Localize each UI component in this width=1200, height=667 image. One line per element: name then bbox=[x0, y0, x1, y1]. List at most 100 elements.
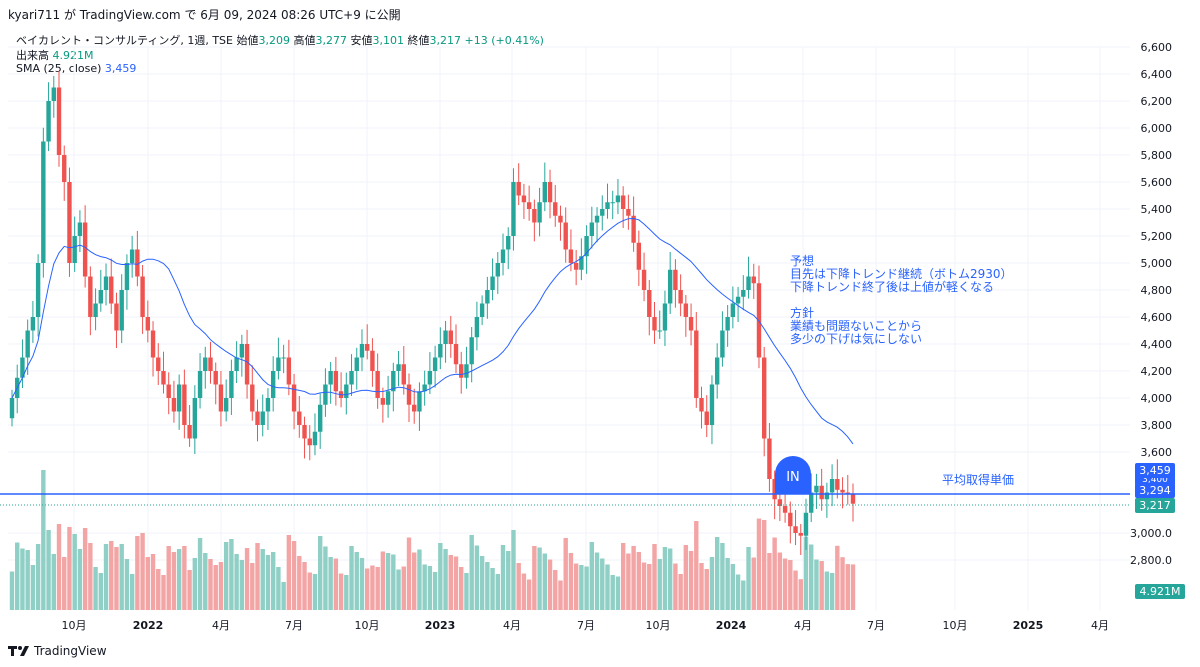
volume-bar bbox=[438, 543, 443, 610]
volume-bar bbox=[203, 553, 208, 610]
volume-bar bbox=[25, 550, 30, 610]
price-badge-sma: 3,459 bbox=[1135, 463, 1175, 478]
y-tick-label: 6,000 bbox=[1141, 122, 1173, 135]
volume-label: 出来高 bbox=[16, 49, 49, 62]
candle-body bbox=[422, 384, 427, 392]
volume-bar bbox=[662, 547, 668, 610]
in-marker[interactable]: IN bbox=[775, 456, 811, 494]
candle-body bbox=[506, 236, 511, 250]
open-value: 3,209 bbox=[258, 34, 290, 47]
policy-line-1: 業績も問題ないことから bbox=[790, 319, 923, 333]
candle-body bbox=[464, 364, 469, 378]
candle-body bbox=[537, 202, 542, 223]
volume-bar bbox=[302, 562, 307, 610]
volume-bar bbox=[573, 563, 579, 610]
y-tick-label: 2,800.0 bbox=[1130, 554, 1172, 567]
volume-bar bbox=[542, 553, 548, 610]
volume-bar bbox=[453, 556, 459, 610]
x-tick-label: 2022 bbox=[133, 619, 164, 632]
volume-bar bbox=[720, 543, 725, 610]
volume-bar bbox=[244, 548, 250, 610]
volume-bar bbox=[626, 553, 631, 610]
volume-bar bbox=[459, 567, 464, 610]
volume-bar bbox=[255, 543, 260, 610]
volume-bar bbox=[15, 542, 20, 610]
volume-bar bbox=[803, 536, 809, 610]
volume-bar bbox=[192, 558, 198, 610]
candle-body bbox=[244, 344, 250, 385]
close-value: 3,217 bbox=[429, 34, 461, 47]
volume-bar bbox=[77, 549, 83, 610]
candle-body bbox=[41, 141, 46, 263]
candle-body bbox=[767, 438, 772, 479]
candle-body bbox=[626, 209, 631, 216]
volume-bar bbox=[103, 544, 109, 610]
candle-body bbox=[809, 492, 814, 513]
volume-bar bbox=[412, 552, 417, 610]
candle-body bbox=[35, 263, 41, 317]
candle-body bbox=[223, 398, 229, 412]
volume-bar bbox=[239, 560, 245, 610]
candle-body bbox=[500, 249, 506, 263]
candle-body bbox=[234, 357, 239, 371]
forecast-title: 予想 bbox=[790, 254, 815, 268]
volume-bar bbox=[370, 565, 375, 610]
volume-bar bbox=[93, 567, 98, 610]
candle-body bbox=[594, 215, 600, 223]
candle-body bbox=[485, 290, 490, 304]
volume-bar bbox=[652, 544, 657, 610]
volume-bar bbox=[594, 552, 600, 610]
candle-body bbox=[77, 222, 83, 236]
sma-legend[interactable]: SMA (25, close) 3,459 bbox=[16, 62, 136, 75]
candle-body bbox=[782, 506, 788, 513]
volume-bar bbox=[636, 552, 642, 610]
candle-body bbox=[798, 533, 803, 536]
volume-bar bbox=[516, 563, 521, 610]
candle-body bbox=[260, 411, 265, 425]
x-tick-label: 10月 bbox=[943, 619, 968, 632]
candle-body bbox=[297, 411, 302, 425]
candle-body bbox=[699, 398, 704, 412]
close-label: 終値 bbox=[407, 34, 430, 47]
candle-body bbox=[573, 263, 579, 270]
candle-body bbox=[391, 371, 396, 392]
candle-body bbox=[751, 276, 756, 284]
candle-body bbox=[516, 182, 521, 196]
candle-body bbox=[187, 425, 192, 439]
volume-bar bbox=[772, 537, 777, 610]
candle-body bbox=[835, 479, 840, 490]
volume-bar bbox=[218, 562, 224, 610]
candle-body bbox=[312, 431, 318, 446]
volume-bar bbox=[767, 553, 772, 610]
volume-bar bbox=[782, 558, 788, 610]
volume-legend[interactable]: 出来高 4.921M bbox=[16, 47, 93, 63]
footer-brand[interactable]: TradingView bbox=[8, 644, 107, 658]
candle-body bbox=[197, 371, 203, 398]
volume-bar bbox=[725, 558, 730, 610]
volume-bar bbox=[678, 574, 683, 610]
price-badge-volume: 4.921M bbox=[1135, 584, 1185, 599]
volume-bar bbox=[187, 570, 192, 610]
candle-body bbox=[600, 209, 605, 216]
symbol-legend[interactable]: ベイカレント・コンサルティング, 1週, TSE 始値3,209 高値3,277… bbox=[16, 32, 544, 48]
volume-bar bbox=[761, 520, 767, 610]
volume-bar bbox=[98, 573, 104, 610]
volume-bar bbox=[464, 573, 469, 610]
candle-body bbox=[725, 317, 730, 331]
volume-bar bbox=[474, 545, 480, 610]
candle-body bbox=[803, 512, 809, 536]
volume-bar bbox=[250, 563, 255, 610]
footer-brand-label: TradingView bbox=[34, 644, 107, 658]
candle-body bbox=[406, 384, 412, 405]
candle-body bbox=[9, 398, 15, 419]
grid-lines bbox=[8, 46, 1130, 610]
y-tick-label: 5,800 bbox=[1141, 149, 1173, 162]
svg-text:3,294: 3,294 bbox=[1139, 484, 1171, 497]
candle-body bbox=[161, 371, 166, 385]
y-tick-label: 5,600 bbox=[1141, 176, 1173, 189]
sma-label: SMA (25, close) bbox=[16, 62, 102, 75]
volume-value: 4.921M bbox=[52, 49, 94, 62]
volume-bar bbox=[443, 549, 448, 610]
